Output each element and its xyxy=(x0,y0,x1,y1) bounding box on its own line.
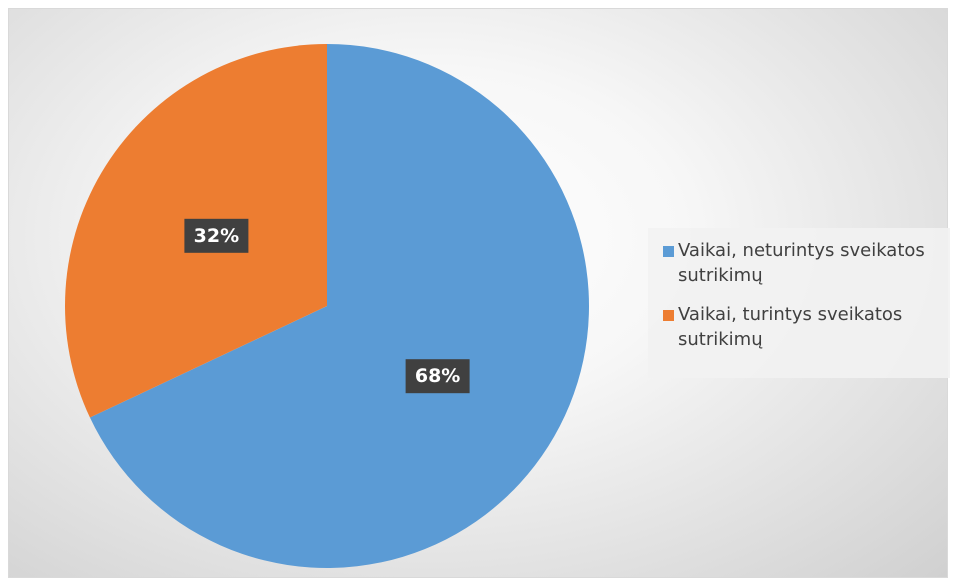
legend-label: Vaikai, turintys sveikatos sutrikimų xyxy=(678,304,903,350)
data-label-text: 32% xyxy=(194,225,239,247)
data-label: 68% xyxy=(405,359,470,394)
legend-swatch xyxy=(663,310,674,321)
legend-item: Vaikai, neturintys sveikatos sutrikimų xyxy=(663,238,942,288)
legend-label: Vaikai, neturintys sveikatos sutrikimų xyxy=(678,240,925,286)
data-label-box xyxy=(405,359,470,394)
data-label-text: 68% xyxy=(415,365,460,387)
legend: Vaikai, neturintys sveikatos sutrikimų Va… xyxy=(648,228,950,378)
data-label: 32% xyxy=(184,218,249,253)
pie-slice xyxy=(89,44,590,568)
data-label-box xyxy=(184,218,249,253)
legend-item: Vaikai, turintys sveikatos sutrikimų xyxy=(663,302,942,352)
legend-swatch xyxy=(663,246,674,257)
